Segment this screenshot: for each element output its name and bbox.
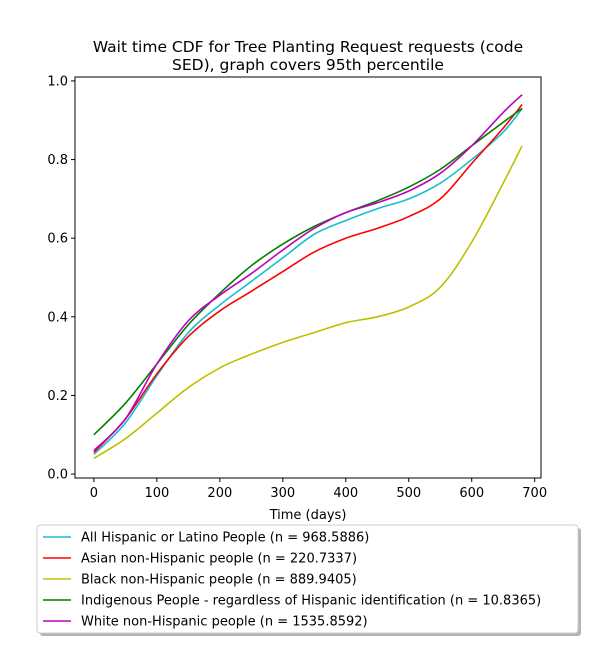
- axes-frame: [74, 76, 542, 479]
- y-tick-label: 0.0: [47, 468, 68, 483]
- y-tick-label: 0.8: [47, 153, 68, 168]
- x-tick-label: 200: [207, 486, 232, 501]
- legend-label-2: Asian non-Hispanic people (n = 220.7337): [81, 552, 357, 567]
- chart-title-line-2: SED), graph covers 95th percentile: [172, 56, 444, 74]
- x-tick-label: 600: [459, 486, 484, 501]
- chart-title-line-1: Wait time CDF for Tree Planting Request …: [93, 38, 523, 56]
- series-line-5: [93, 94, 523, 452]
- legend-label-3: Black non-Hispanic people (n = 889.9405): [81, 573, 357, 588]
- legend-label-5: White non-Hispanic people (n = 1535.8592…: [81, 615, 368, 630]
- series-line-2: [93, 104, 523, 453]
- x-tick-label: 300: [270, 486, 295, 501]
- x-tick-label: 500: [396, 486, 421, 501]
- x-tick-label: 100: [144, 486, 169, 501]
- x-axis-label: Time (days): [269, 508, 347, 523]
- legend-label-4: Indigenous People - regardless of Hispan…: [81, 594, 541, 609]
- series-line-4: [93, 107, 523, 436]
- legend-box: [36, 524, 579, 634]
- x-tick-label: 400: [333, 486, 358, 501]
- x-tick-label: 0: [90, 486, 98, 501]
- legend-label-1: All Hispanic or Latino People (n = 968.5…: [81, 531, 369, 546]
- y-tick-label: 0.6: [47, 232, 68, 247]
- x-tick-label: 700: [522, 486, 547, 501]
- y-tick-label: 0.4: [47, 310, 68, 325]
- legend-items: All Hispanic or Latino People (n = 968.5…: [43, 531, 541, 630]
- x-axis-ticks: 0 100 200 300 400 500 600 700: [90, 478, 547, 501]
- legend: All Hispanic or Latino People (n = 968.5…: [36, 524, 581, 636]
- y-tick-label: 1.0: [47, 74, 68, 89]
- y-tick-label: 0.2: [47, 389, 68, 404]
- plot-lines: [93, 94, 523, 460]
- y-axis-ticks: 0.0 0.2 0.4 0.6 0.8 1.0: [47, 74, 75, 483]
- series-line-3: [93, 145, 523, 460]
